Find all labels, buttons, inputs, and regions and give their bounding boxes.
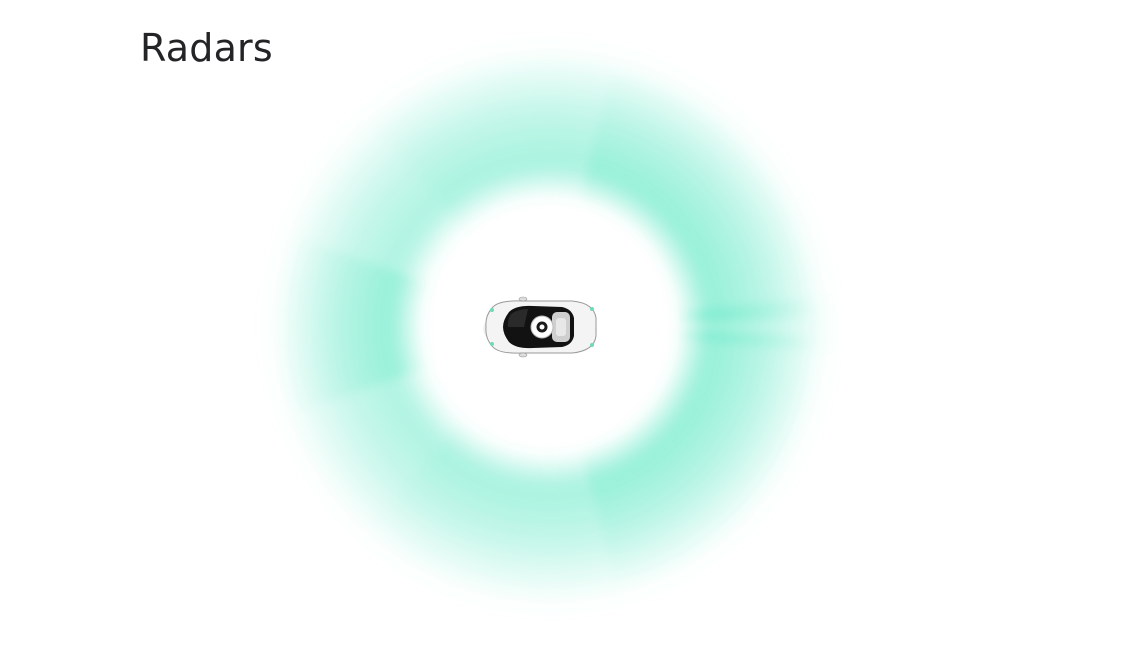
radar-lobe-rear-upper (300, 128, 550, 326)
radar-lobe-front-lower (550, 326, 812, 585)
radar-lobe-front-upper (550, 72, 812, 326)
radar-lobe-bottom (372, 326, 616, 593)
vehicle-top-view-icon (483, 296, 597, 358)
radar-lobe-rear (283, 238, 550, 412)
radar-lobe-front-narrow (550, 296, 830, 352)
radar-lobe-rear-lower (296, 326, 550, 520)
page-title: Radars (140, 26, 273, 70)
radar-lobe-top (375, 63, 611, 327)
radar-lobes (283, 63, 830, 593)
